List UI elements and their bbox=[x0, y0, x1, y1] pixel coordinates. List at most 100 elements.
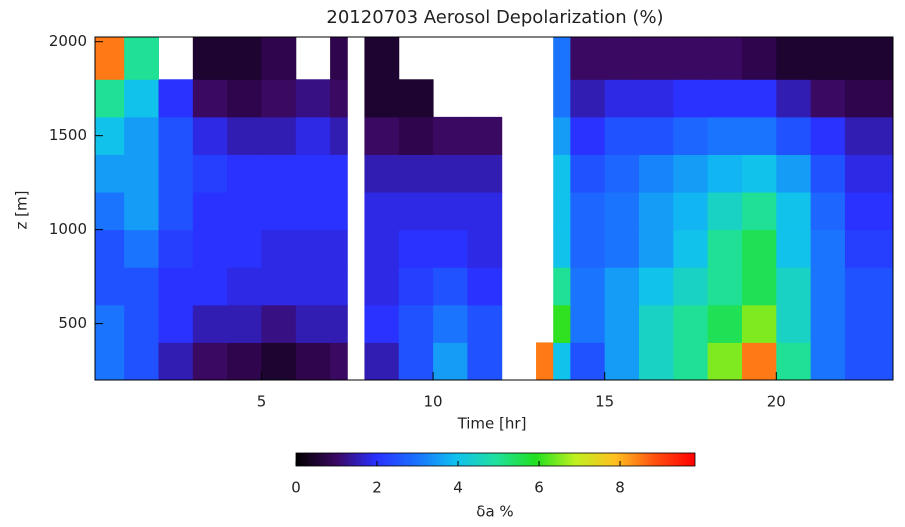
heatmap-cell bbox=[776, 79, 812, 118]
heatmap-cell bbox=[776, 116, 812, 155]
heatmap-cell bbox=[604, 154, 640, 193]
heatmap-cell bbox=[467, 229, 503, 268]
heatmap-cell bbox=[673, 79, 709, 118]
heatmap-cell bbox=[192, 116, 228, 155]
heatmap-cell bbox=[330, 267, 348, 306]
heatmap-cell bbox=[810, 229, 846, 268]
heatmap-cell bbox=[776, 154, 812, 193]
heatmap-cell bbox=[433, 304, 468, 343]
heatmap-cell bbox=[673, 342, 709, 381]
heatmap-cell bbox=[330, 342, 348, 381]
heatmap-cell bbox=[124, 192, 159, 231]
x-tick-label: 10 bbox=[424, 393, 443, 411]
heatmap-cell bbox=[536, 342, 554, 381]
heatmap-cell bbox=[124, 79, 159, 118]
heatmap-cell bbox=[158, 229, 194, 268]
heatmap-cell bbox=[553, 304, 571, 343]
y-tick-label: 2000 bbox=[49, 32, 87, 50]
heatmap-cell bbox=[295, 192, 331, 231]
heatmap-cell bbox=[570, 229, 606, 268]
heatmap-cell bbox=[227, 154, 262, 193]
heatmap-cell bbox=[570, 267, 606, 306]
heatmap-cell bbox=[227, 342, 262, 381]
x-axis-label: Time [hr] bbox=[457, 415, 527, 433]
heatmap-cell bbox=[810, 154, 846, 193]
heatmap-cell bbox=[433, 154, 468, 193]
heatmap-cell bbox=[553, 267, 571, 306]
heatmap-cell bbox=[604, 267, 640, 306]
heatmap-cell bbox=[741, 267, 777, 306]
heatmap-cell bbox=[604, 229, 640, 268]
heatmap-cell bbox=[261, 192, 297, 231]
heatmap-cell bbox=[295, 229, 331, 268]
heatmap-cell bbox=[295, 342, 331, 381]
heatmap-cell bbox=[673, 37, 709, 80]
heatmap-cell bbox=[639, 37, 674, 80]
heatmap-cell bbox=[158, 79, 194, 118]
heatmap-cell bbox=[776, 342, 812, 381]
heatmap-cell bbox=[124, 229, 159, 268]
heatmap-cell bbox=[810, 267, 846, 306]
heatmap-cell bbox=[810, 192, 846, 231]
colorbar-tick-label: 6 bbox=[534, 479, 544, 497]
heatmap-cell bbox=[844, 79, 894, 118]
heatmap-cell bbox=[95, 37, 125, 80]
heatmap-cell bbox=[604, 342, 640, 381]
heatmap-cell bbox=[570, 342, 606, 381]
heatmap-cell bbox=[330, 304, 348, 343]
heatmap-cell bbox=[192, 79, 228, 118]
heatmap-cell bbox=[553, 342, 571, 381]
heatmap-cell bbox=[364, 79, 400, 118]
heatmap-cell bbox=[810, 342, 846, 381]
heatmap-cell bbox=[364, 116, 400, 155]
heatmap-cell bbox=[707, 192, 743, 231]
heatmap-cell bbox=[227, 304, 262, 343]
heatmap-cell bbox=[330, 192, 348, 231]
heatmap-cell bbox=[707, 154, 743, 193]
chart-title: 20120703 Aerosol Depolarization (%) bbox=[326, 7, 663, 28]
heatmap-cell bbox=[553, 229, 571, 268]
heatmap-cell bbox=[433, 192, 468, 231]
heatmap-cell bbox=[741, 192, 777, 231]
colorbar-tick-label: 0 bbox=[291, 479, 301, 497]
heatmap-cell bbox=[261, 37, 297, 80]
heatmap-cell bbox=[553, 79, 571, 118]
heatmap-cell bbox=[192, 192, 228, 231]
heatmap-cell bbox=[776, 192, 812, 231]
heatmap-cell bbox=[227, 192, 262, 231]
heatmap-cell bbox=[673, 267, 709, 306]
colorbar-tick-label: 8 bbox=[615, 479, 625, 497]
heatmap-cell bbox=[95, 342, 125, 381]
heatmap-cell bbox=[570, 154, 606, 193]
heatmap-cell bbox=[776, 304, 812, 343]
heatmap-cell bbox=[398, 342, 434, 381]
heatmap-cell bbox=[741, 79, 777, 118]
heatmap-cell bbox=[330, 37, 348, 80]
heatmap-cell bbox=[707, 79, 743, 118]
heatmap-cell bbox=[844, 267, 894, 306]
heatmap-cell bbox=[433, 116, 468, 155]
heatmap-cell bbox=[295, 267, 331, 306]
heatmap-cell bbox=[261, 154, 297, 193]
heatmap-cell bbox=[158, 116, 194, 155]
heatmap-cell bbox=[95, 79, 125, 118]
heatmap-cell bbox=[398, 192, 434, 231]
heatmap-cell bbox=[295, 304, 331, 343]
heatmap-cell bbox=[433, 229, 468, 268]
heatmap-cell bbox=[295, 116, 331, 155]
heatmap-cell bbox=[810, 116, 846, 155]
heatmap-cell bbox=[741, 154, 777, 193]
heatmap-cell bbox=[673, 304, 709, 343]
heatmap-cell bbox=[124, 304, 159, 343]
heatmap-cell bbox=[553, 154, 571, 193]
heatmap-cell bbox=[192, 154, 228, 193]
heatmap-cell bbox=[707, 116, 743, 155]
heatmap-cell bbox=[192, 342, 228, 381]
y-tick-label: 1500 bbox=[49, 126, 87, 144]
heatmap-cell bbox=[95, 154, 125, 193]
heatmap-cell bbox=[707, 342, 743, 381]
heatmap-cell bbox=[95, 229, 125, 268]
heatmap-cell bbox=[707, 229, 743, 268]
colorbar-label: δa % bbox=[476, 503, 513, 521]
